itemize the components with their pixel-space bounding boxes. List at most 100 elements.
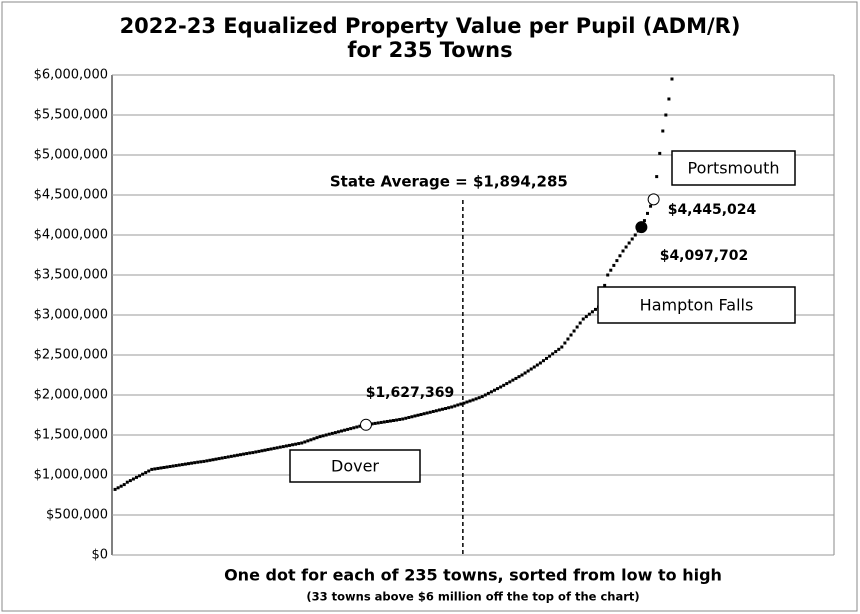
dot bbox=[235, 453, 239, 457]
dot bbox=[144, 471, 148, 475]
dot bbox=[165, 465, 169, 469]
dot bbox=[517, 375, 521, 379]
dot bbox=[615, 259, 619, 263]
dot bbox=[251, 451, 255, 455]
dot bbox=[229, 454, 233, 458]
dot bbox=[257, 449, 261, 453]
dot bbox=[147, 469, 151, 473]
dot bbox=[658, 151, 662, 155]
x-axis-label: One dot for each of 235 towns, sorted fr… bbox=[224, 566, 722, 585]
y-tick-label: $6,000,000 bbox=[34, 68, 108, 83]
dot bbox=[269, 447, 273, 451]
highlight-value: $4,097,702 bbox=[660, 248, 749, 264]
dot bbox=[431, 409, 435, 413]
dot bbox=[223, 455, 227, 459]
dot bbox=[667, 97, 671, 101]
dot bbox=[483, 393, 487, 397]
dot bbox=[199, 460, 203, 464]
dot bbox=[398, 417, 402, 421]
dot bbox=[480, 395, 484, 399]
dot bbox=[190, 461, 194, 465]
dot bbox=[272, 446, 276, 450]
dot bbox=[336, 430, 340, 434]
dot bbox=[248, 451, 252, 455]
dot bbox=[590, 310, 594, 314]
dot bbox=[266, 448, 270, 452]
y-tick-label: $4,500,000 bbox=[34, 188, 108, 203]
dot bbox=[554, 350, 558, 354]
dot bbox=[581, 317, 585, 321]
dot bbox=[245, 452, 249, 456]
y-tick-label: $0 bbox=[91, 548, 108, 563]
highlight-name: Portsmouth bbox=[688, 159, 780, 178]
highlight-point bbox=[359, 418, 372, 431]
y-tick-label: $5,500,000 bbox=[34, 108, 108, 123]
dot bbox=[422, 412, 426, 416]
chart-title: 2022-23 Equalized Property Value per Pup… bbox=[119, 14, 741, 62]
dot bbox=[459, 402, 463, 406]
dot bbox=[211, 458, 215, 462]
dot bbox=[291, 443, 295, 447]
dot bbox=[575, 325, 579, 329]
dot bbox=[456, 403, 460, 407]
dot bbox=[609, 268, 613, 272]
dot bbox=[428, 410, 432, 414]
dot bbox=[340, 429, 343, 433]
dot bbox=[208, 458, 212, 462]
dot bbox=[150, 467, 154, 471]
label-box bbox=[289, 449, 421, 483]
dot bbox=[453, 404, 457, 408]
dot bbox=[468, 399, 472, 403]
dot bbox=[318, 435, 322, 439]
dot bbox=[278, 445, 282, 449]
dot bbox=[260, 449, 264, 453]
dot bbox=[437, 408, 441, 412]
dot bbox=[159, 466, 163, 470]
dot bbox=[153, 467, 157, 471]
dot bbox=[281, 445, 285, 449]
dot bbox=[355, 425, 359, 429]
dot bbox=[511, 378, 515, 382]
label-box bbox=[671, 150, 796, 186]
dot bbox=[606, 273, 610, 277]
dot bbox=[541, 359, 545, 363]
dot bbox=[174, 464, 178, 468]
dot bbox=[242, 452, 246, 456]
dot bbox=[330, 431, 334, 435]
dot bbox=[578, 321, 582, 325]
dot bbox=[193, 461, 197, 465]
dot bbox=[587, 312, 591, 316]
dot bbox=[392, 419, 396, 423]
y-tick-label: $1,500,000 bbox=[34, 428, 108, 443]
dot bbox=[379, 420, 383, 424]
dot bbox=[410, 415, 414, 419]
dot bbox=[156, 466, 160, 470]
dot bbox=[499, 385, 503, 389]
dot bbox=[496, 387, 500, 391]
highlight-name: Hampton Falls bbox=[640, 296, 754, 315]
dot bbox=[434, 409, 438, 413]
dot bbox=[557, 347, 561, 351]
dot bbox=[471, 398, 475, 402]
dot bbox=[122, 483, 126, 487]
dot bbox=[661, 129, 665, 133]
dot bbox=[630, 237, 634, 241]
dot bbox=[349, 427, 353, 431]
y-tick-label: $3,000,000 bbox=[34, 308, 108, 323]
dot bbox=[395, 418, 399, 422]
dot bbox=[612, 263, 616, 267]
dot bbox=[187, 462, 190, 466]
dot bbox=[303, 440, 307, 444]
dot bbox=[584, 315, 588, 319]
marks: State Average = $1,894,285 Dover $1,627,36… bbox=[113, 77, 796, 555]
dot bbox=[563, 341, 567, 345]
dot bbox=[621, 249, 625, 253]
highlight-value: $1,627,369 bbox=[366, 385, 455, 401]
dot bbox=[343, 428, 347, 432]
dot bbox=[346, 427, 350, 431]
dot bbox=[486, 391, 490, 395]
dot bbox=[297, 442, 301, 446]
dot bbox=[603, 283, 607, 287]
dot bbox=[382, 420, 386, 424]
highlight-name: Dover bbox=[331, 457, 379, 476]
